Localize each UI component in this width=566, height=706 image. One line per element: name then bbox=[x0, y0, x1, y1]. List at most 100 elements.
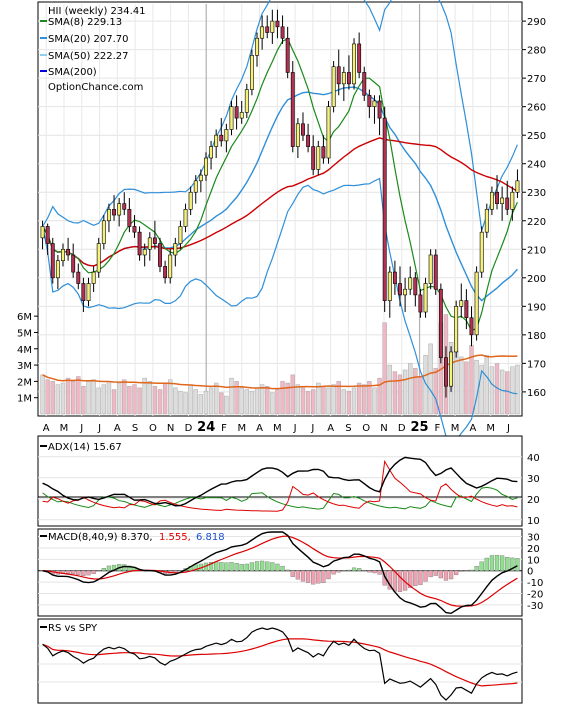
candle-body bbox=[413, 277, 418, 296]
volume-bar bbox=[474, 359, 479, 415]
candle-body bbox=[372, 100, 377, 107]
macd-histogram-bar bbox=[91, 570, 96, 574]
month-label: 24 bbox=[197, 420, 215, 435]
volume-bar bbox=[515, 364, 520, 415]
volume-bar bbox=[464, 361, 469, 415]
volume-tick-label: 3M bbox=[17, 361, 32, 372]
volume-bar bbox=[311, 389, 316, 415]
volume-bar bbox=[106, 381, 112, 415]
candle-body bbox=[50, 243, 55, 279]
month-label: M bbox=[237, 423, 246, 434]
macd-hist-value: 6.818 bbox=[196, 532, 225, 543]
macd-histogram-bar bbox=[234, 563, 239, 571]
adx-line bbox=[42, 456, 518, 507]
candle-body bbox=[275, 20, 280, 28]
macd-histogram-bar bbox=[106, 565, 112, 571]
price-tick-label: 270 bbox=[527, 74, 546, 85]
month-label: J bbox=[506, 423, 510, 434]
macd-histogram-bar bbox=[193, 564, 198, 571]
macd-tick-label: 0 bbox=[527, 567, 533, 578]
macd-histogram-bar bbox=[96, 570, 101, 572]
x-axis: A M J J A S O N D 24 F M A M J J A S O N D 25 F M A M J bbox=[43, 420, 510, 435]
candle-body bbox=[117, 203, 122, 216]
price-tick-label: 200 bbox=[527, 274, 546, 285]
macd-histogram-bar bbox=[265, 561, 270, 571]
volume-bars bbox=[40, 314, 520, 415]
volume-bar bbox=[367, 381, 372, 415]
macd-histogram-bar bbox=[499, 555, 505, 571]
price-tick-label: 290 bbox=[527, 17, 546, 28]
adx-swatch bbox=[40, 445, 47, 447]
candle-body bbox=[418, 294, 423, 313]
candle-body bbox=[280, 26, 285, 39]
candle-body bbox=[321, 146, 326, 159]
volume-bar bbox=[132, 384, 137, 415]
macd-histogram-bar bbox=[270, 562, 275, 571]
macd-histogram-bar bbox=[244, 563, 249, 571]
volume-bar bbox=[392, 371, 398, 415]
macd-histogram-bar bbox=[254, 561, 260, 571]
adx-tick-label: 10 bbox=[527, 516, 540, 527]
macd-histogram-bar bbox=[433, 570, 438, 576]
volume-bar bbox=[96, 387, 101, 415]
candle-body bbox=[249, 55, 254, 90]
macd-histogram-bar bbox=[76, 570, 81, 575]
volume-bar bbox=[397, 374, 403, 415]
adx-label: ADX(14) 15.67 bbox=[48, 442, 122, 453]
macd-histogram-bar bbox=[219, 562, 224, 571]
volume-bar bbox=[382, 322, 387, 415]
volume-bar bbox=[173, 387, 178, 415]
macd-histogram-bar bbox=[326, 570, 331, 580]
month-label: O bbox=[362, 423, 370, 434]
candle-body bbox=[316, 146, 321, 170]
candle-body bbox=[459, 300, 464, 307]
volume-tick-label: 6M bbox=[17, 312, 32, 323]
macd-histogram-bar bbox=[239, 563, 244, 571]
volume-bar bbox=[305, 390, 311, 415]
volume-bar bbox=[234, 381, 239, 415]
macd-tick-label: 10 bbox=[527, 555, 540, 566]
volume-bar bbox=[249, 390, 255, 415]
candle-body bbox=[295, 123, 300, 147]
price-tick-label: 240 bbox=[527, 160, 546, 171]
price-tick-label: 180 bbox=[527, 331, 546, 342]
macd-tick-label: -20 bbox=[527, 590, 543, 601]
month-label: N bbox=[167, 423, 174, 434]
volume-tick-label: 2M bbox=[17, 377, 32, 388]
volume-bar bbox=[50, 381, 55, 415]
volume-bar bbox=[372, 387, 377, 415]
macd-histogram-bar bbox=[408, 570, 413, 588]
volume-bar bbox=[157, 389, 163, 415]
volume-tick-label: 1M bbox=[17, 394, 32, 405]
volume-bar bbox=[188, 384, 193, 415]
volume-bar bbox=[137, 387, 142, 415]
volume-bar bbox=[55, 384, 61, 415]
sma8-line bbox=[42, 38, 518, 332]
macd-histogram-bar bbox=[208, 562, 214, 571]
volume-bar bbox=[510, 366, 515, 415]
adx-axis: 10 20 30 40 bbox=[527, 453, 540, 527]
month-label: J bbox=[293, 423, 297, 434]
adx-grid bbox=[38, 456, 522, 521]
candle-body bbox=[367, 94, 372, 107]
volume-bar bbox=[152, 386, 158, 415]
volume-bar bbox=[341, 389, 347, 415]
macd-histogram-bar bbox=[448, 570, 454, 580]
candle-body bbox=[311, 146, 316, 170]
macd-histogram-bar bbox=[438, 570, 443, 579]
month-label: A bbox=[256, 423, 263, 434]
volume-bar bbox=[295, 384, 301, 415]
macd-histogram-bar bbox=[382, 570, 387, 586]
candle-body bbox=[209, 146, 213, 159]
macd-signal-value: 1.555, bbox=[159, 532, 191, 543]
sma50-line bbox=[41, 137, 518, 267]
macd-histogram-bar bbox=[86, 570, 91, 576]
volume-bar bbox=[275, 389, 280, 415]
price-tick-label: 220 bbox=[527, 217, 546, 228]
macd-histogram-bar bbox=[372, 570, 377, 574]
macd-histogram-bar bbox=[229, 562, 234, 571]
volume-bar bbox=[76, 376, 81, 415]
macd-histogram-bar bbox=[474, 565, 479, 571]
volume-bar bbox=[336, 381, 341, 415]
macd-histogram-bar bbox=[173, 570, 178, 573]
